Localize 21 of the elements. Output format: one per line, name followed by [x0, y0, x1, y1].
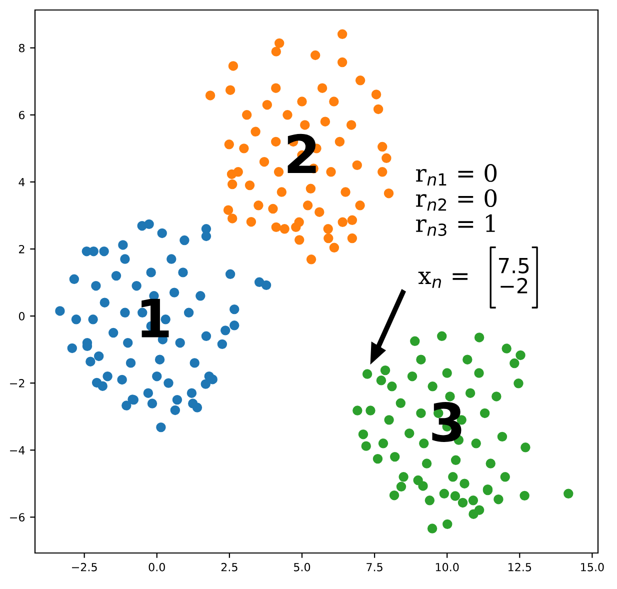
y-tick-label: 6	[18, 110, 25, 120]
x-tick-label: 2.5	[221, 562, 238, 572]
y-tick-label: 8	[18, 44, 25, 52]
x-tick-label: 7.5	[366, 563, 382, 572]
y-tick-label: −6	[10, 513, 25, 522]
x-tick-label: 15.0	[581, 562, 604, 572]
y-tick-label: −4	[10, 446, 25, 454]
annotation: 7.5 −2	[498, 258, 529, 294]
x-tick-label: 5.0	[294, 562, 310, 572]
y-tick-label: 4	[18, 178, 25, 186]
annotation: r$_{n1}$ = 0	[416, 164, 497, 186]
x-tick-label: −2.5	[72, 562, 97, 572]
x-tick-label: 12.5	[508, 562, 532, 572]
x-tick-label: 0.0	[148, 562, 165, 572]
x-tick-label: 10.0	[436, 562, 459, 572]
annotation: r$_{n3}$ = 1	[416, 214, 495, 236]
y-tick-label: 2	[19, 244, 24, 254]
annotation: r$_{n2}$ = 0	[416, 189, 497, 211]
y-tick-label: 0	[18, 312, 25, 320]
y-tick-label: −2	[10, 379, 24, 388]
annotation: x$_{n}$ =	[418, 272, 468, 288]
